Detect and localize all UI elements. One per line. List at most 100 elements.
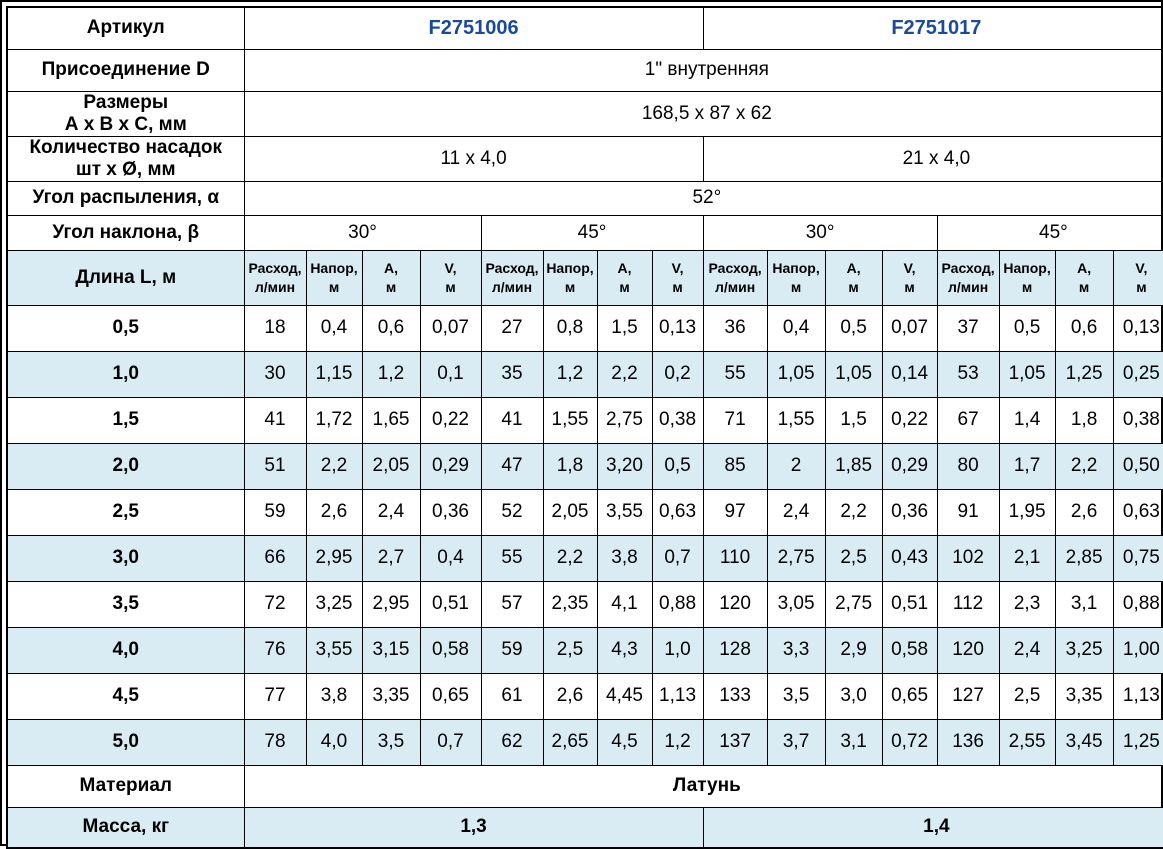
data-cell: 2,55: [998, 718, 1056, 766]
length-cell: 1,0: [6, 350, 245, 398]
data-cell: 1,5: [596, 304, 653, 352]
data-cell: 1,7: [998, 442, 1056, 490]
table-row: 3,0 66 2,95 2,7 0,4 55 2,2 3,8 0,7 110 2,75 2,5 0,43…: [6, 534, 1163, 582]
tilt-angle-value-2: 45°: [480, 214, 704, 251]
measure-header-v: V, м: [881, 249, 938, 306]
data-cell: 3,35: [1054, 672, 1114, 720]
data-cell: 78: [243, 718, 307, 766]
data-cell: 3,3: [766, 626, 826, 674]
data-cell: 2,1: [998, 534, 1056, 582]
data-cell: 1,55: [766, 396, 826, 444]
data-cell: 2,5: [824, 534, 883, 582]
data-cell: 3,55: [305, 626, 363, 674]
data-cell: 59: [480, 626, 544, 674]
length-cell: 2,5: [6, 488, 245, 536]
nozzles-label-line2: шт х Ø, мм: [75, 158, 176, 180]
measure-header-v: V, м: [1112, 249, 1163, 306]
data-cell: 3,1: [1054, 580, 1114, 628]
data-cell: 0,4: [419, 534, 482, 582]
data-cell: 1,55: [542, 396, 598, 444]
data-cell: 2,4: [361, 488, 421, 536]
data-cell: 2,35: [542, 580, 598, 628]
data-cell: 0,63: [1112, 488, 1163, 536]
data-cell: 1,4: [998, 396, 1056, 444]
length-cell: 4,0: [6, 626, 245, 674]
data-cell: 3,45: [1054, 718, 1114, 766]
spray-angle-value: 52°: [243, 180, 1163, 216]
data-cell: 3,25: [305, 580, 363, 628]
length-cell: 2,0: [6, 442, 245, 490]
article-value-1: F2751006: [243, 6, 704, 50]
tilt-angle-value-3: 30°: [702, 214, 938, 251]
data-cell: 0,65: [419, 672, 482, 720]
data-cell: 3,8: [596, 534, 653, 582]
data-cell: 37: [936, 304, 1000, 352]
dimensions-label-line2: А х В х С, мм: [64, 113, 187, 135]
data-cell: 1,05: [766, 350, 826, 398]
data-cell: 52: [480, 488, 544, 536]
data-cell: 0,2: [651, 350, 704, 398]
row-dimensions: Размеры А х В х С, мм 168,5 x 87 x 62: [6, 90, 1163, 137]
data-cell: 2,95: [361, 580, 421, 628]
data-cell: 0,38: [1112, 396, 1163, 444]
mass-value-1: 1,3: [243, 806, 704, 849]
row-measure-headers: Длина L, м Расход, л/мин Напор, м А, м V, м Расх…: [6, 249, 1163, 306]
row-mass: Масса, кг 1,3 1,4: [6, 806, 1163, 849]
measure-header-flow: Расход, л/мин: [480, 249, 544, 306]
data-cell: 1,13: [1112, 672, 1163, 720]
data-cell: 62: [480, 718, 544, 766]
data-cell: 1,25: [1112, 718, 1163, 766]
data-cell: 2,75: [824, 580, 883, 628]
data-cell: 77: [243, 672, 307, 720]
data-cell: 3,7: [766, 718, 826, 766]
data-cell: 2,05: [361, 442, 421, 490]
article-value-2: F2751017: [702, 6, 1163, 50]
measure-header-a: А, м: [824, 249, 883, 306]
data-cell: 4,5: [596, 718, 653, 766]
data-cell: 2,6: [542, 672, 598, 720]
data-cell: 137: [702, 718, 768, 766]
data-cell: 1,65: [361, 396, 421, 444]
data-cell: 2,6: [305, 488, 363, 536]
data-cell: 0,6: [361, 304, 421, 352]
data-cell: 1,95: [998, 488, 1056, 536]
data-cell: 67: [936, 396, 1000, 444]
data-cell: 2,4: [998, 626, 1056, 674]
data-cell: 41: [243, 396, 307, 444]
data-cell: 1,2: [651, 718, 704, 766]
table-row: 3,5 72 3,25 2,95 0,51 57 2,35 4,1 0,88 120 3,05 2,7…: [6, 580, 1163, 628]
spec-table: Артикул F2751006 F2751017 Присоединение …: [6, 6, 1163, 849]
data-cell: 3,35: [361, 672, 421, 720]
data-cell: 91: [936, 488, 1000, 536]
data-cell: 0,07: [419, 304, 482, 352]
nozzles-label-line1: Количество насадок: [29, 136, 223, 158]
data-cell: 2,5: [998, 672, 1056, 720]
nozzles-value-2: 21 x 4,0: [702, 135, 1163, 182]
data-cell: 1,0: [651, 626, 704, 674]
data-cell: 55: [480, 534, 544, 582]
data-cell: 0,29: [419, 442, 482, 490]
data-cell: 30: [243, 350, 307, 398]
data-cell: 0,43: [881, 534, 938, 582]
data-cell: 0,22: [881, 396, 938, 444]
nozzles-value-1: 11 x 4,0: [243, 135, 704, 182]
data-cell: 112: [936, 580, 1000, 628]
data-cell: 120: [936, 626, 1000, 674]
data-cell: 47: [480, 442, 544, 490]
data-cell: 2,75: [596, 396, 653, 444]
measure-header-head: Напор, м: [305, 249, 363, 306]
measure-header-a: А, м: [1054, 249, 1114, 306]
data-cell: 0,13: [651, 304, 704, 352]
data-cell: 0,14: [881, 350, 938, 398]
data-cell: 2: [766, 442, 826, 490]
data-cell: 1,5: [824, 396, 883, 444]
data-cell: 1,25: [1054, 350, 1114, 398]
length-cell: 4,5: [6, 672, 245, 720]
data-cell: 0,58: [881, 626, 938, 674]
data-cell: 2,2: [824, 488, 883, 536]
data-cell: 0,88: [1112, 580, 1163, 628]
data-cell: 27: [480, 304, 544, 352]
data-cell: 0,88: [651, 580, 704, 628]
row-article: Артикул F2751006 F2751017: [6, 6, 1163, 50]
data-cell: 0,1: [419, 350, 482, 398]
